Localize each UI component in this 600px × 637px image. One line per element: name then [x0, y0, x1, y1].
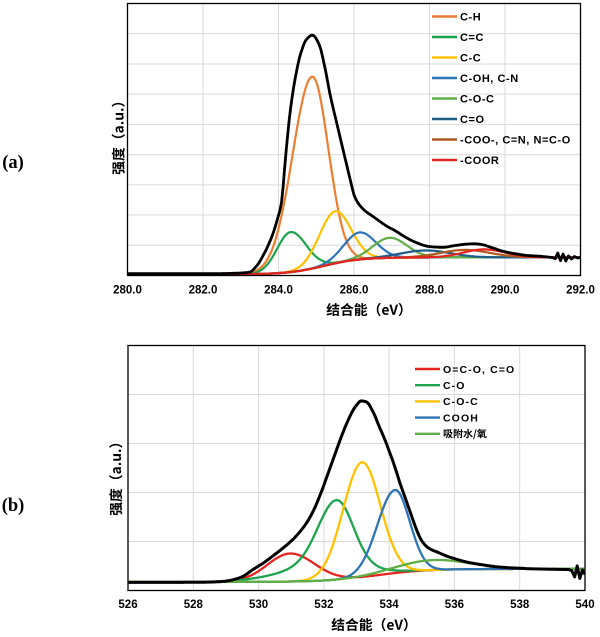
svg-text:282.0: 282.0	[189, 285, 218, 297]
svg-text:290.0: 290.0	[491, 285, 520, 297]
svg-text:O=C-O, C=O: O=C-O, C=O	[443, 364, 515, 376]
svg-text:-COOR: -COOR	[460, 155, 499, 167]
svg-text:C=C: C=C	[460, 32, 484, 44]
svg-text:538: 538	[510, 599, 530, 611]
svg-text:-COO-, C=N, N=C-O: -COO-, C=N, N=C-O	[460, 135, 571, 147]
svg-text:526: 526	[118, 599, 137, 611]
svg-text:C-O: C-O	[443, 380, 466, 392]
svg-text:284.0: 284.0	[264, 285, 293, 297]
svg-text:280.0: 280.0	[113, 285, 142, 297]
svg-text:C-O-C: C-O-C	[443, 396, 479, 408]
svg-text:528: 528	[184, 599, 204, 611]
svg-text:286.0: 286.0	[340, 285, 369, 297]
svg-text:(a): (a)	[2, 153, 24, 173]
svg-text:C-C: C-C	[460, 53, 481, 65]
svg-text:C=O: C=O	[460, 114, 485, 126]
svg-text:292.0: 292.0	[566, 285, 595, 297]
svg-text:530: 530	[249, 599, 268, 611]
svg-text:534: 534	[380, 599, 400, 611]
svg-text:C-O-C: C-O-C	[460, 94, 495, 106]
svg-text:536: 536	[445, 599, 464, 611]
svg-text:540: 540	[575, 599, 594, 611]
svg-text:(b): (b)	[2, 496, 25, 516]
svg-text:COOH: COOH	[443, 412, 479, 424]
svg-text:532: 532	[314, 599, 333, 611]
svg-text:C-H: C-H	[460, 12, 481, 24]
svg-text:C-OH, C-N: C-OH, C-N	[460, 73, 519, 85]
svg-text:288.0: 288.0	[415, 285, 444, 297]
